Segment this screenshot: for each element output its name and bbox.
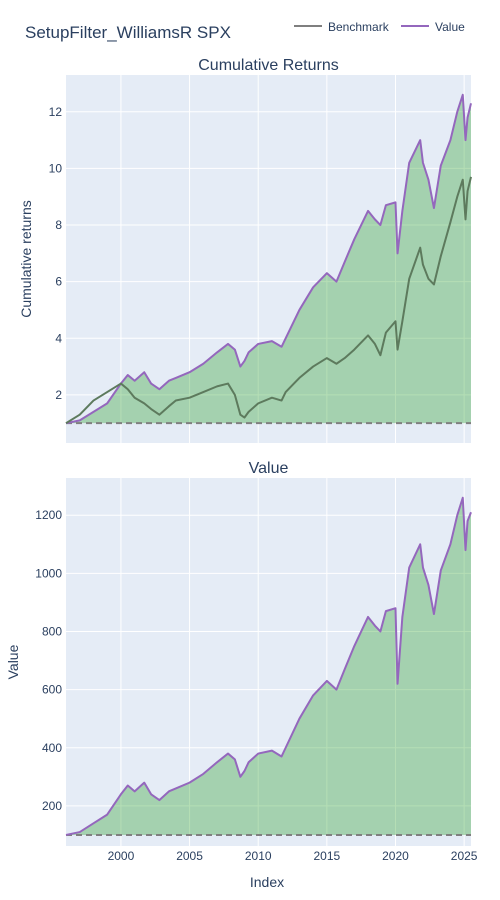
plot-area xyxy=(66,75,471,443)
series-line-benchmark xyxy=(65,176,472,425)
panel-subtitle: Value xyxy=(249,460,289,477)
y-axis-title: Value xyxy=(5,644,21,679)
panel-subtitle: Cumulative Returns xyxy=(198,57,339,74)
x-tick-label: 2025 xyxy=(451,849,478,863)
y-tick-label: 2 xyxy=(55,388,62,402)
y-tick-label: 10 xyxy=(49,161,63,175)
y-tick-label: 400 xyxy=(42,741,62,755)
y-tick-label: 12 xyxy=(49,105,63,119)
x-tick-label: 2000 xyxy=(108,849,135,863)
y-axis-title: Cumulative returns xyxy=(18,200,34,318)
y-tick-label: 8 xyxy=(55,218,62,232)
x-axis-title: Index xyxy=(250,874,284,890)
y-tick-label: 1000 xyxy=(35,566,62,580)
x-tick-label: 2015 xyxy=(313,849,340,863)
series-line-value xyxy=(65,93,472,425)
x-tick-label: 2005 xyxy=(176,849,203,863)
x-tick-label: 2020 xyxy=(382,849,409,863)
cumulative-returns-panel: 2 4 6 8 10 12 Cumulative Returns Cumulative ret… xyxy=(18,57,472,443)
plot-area xyxy=(66,478,471,846)
legend-benchmark-label: Benchmark xyxy=(328,20,390,34)
y-tick-label: 1200 xyxy=(35,508,62,522)
y-tick-label: 4 xyxy=(55,331,62,345)
value-fill-area xyxy=(66,94,471,424)
y-tick-label: 800 xyxy=(42,624,62,638)
y-tick-label: 6 xyxy=(55,275,62,289)
y-tick-label: 600 xyxy=(42,683,62,697)
legend-value-label: Value xyxy=(435,20,465,34)
series-line-value xyxy=(65,496,472,836)
value-fill-area xyxy=(66,497,471,835)
x-tick-label: 2010 xyxy=(245,849,272,863)
value-panel: 200 400 600 800 1000 1200 2000 2005 2010 2015 2020… xyxy=(5,460,478,863)
legend: Benchmark Value xyxy=(294,20,465,34)
chart-title: SetupFilter_WilliamsR SPX xyxy=(25,23,231,42)
y-tick-label: 200 xyxy=(42,799,62,813)
